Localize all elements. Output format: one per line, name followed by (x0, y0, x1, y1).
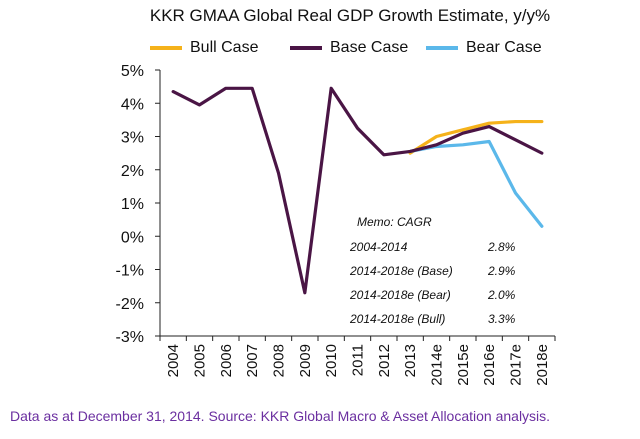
x-tick-label: 2017e (508, 344, 525, 386)
source-note: Data as at December 31, 2014. Source: KK… (10, 408, 551, 424)
memo-value-4: 3.3% (488, 312, 516, 326)
legend-swatch-base (290, 46, 322, 50)
legend-label-bull: Bull Case (190, 39, 259, 56)
memo-title: Memo: CAGR (357, 215, 432, 229)
y-tick-label: 4% (121, 96, 144, 113)
y-tick-label: 5% (121, 63, 144, 80)
series-line-bull-case (408, 119, 544, 155)
x-tick-label: 2018e (534, 344, 551, 386)
legend-label-bear: Bear Case (466, 39, 542, 56)
memo-period-2: 2014-2018e (Base) (350, 264, 453, 278)
x-tick-label: 2013 (402, 344, 419, 377)
y-tick-label: -2% (116, 296, 144, 313)
memo-value-1: 2.8% (488, 240, 516, 254)
series-line-bear-case (408, 139, 544, 228)
x-tick-label: 2006 (218, 344, 235, 377)
memo-period-3: 2014-2018e (Bear) (350, 288, 451, 302)
x-tick-label: 2012 (376, 344, 393, 377)
y-tick-label: 2% (121, 163, 144, 180)
memo-period-4: 2014-2018e (Bull) (350, 312, 446, 326)
x-tick-label: 2004 (165, 344, 182, 377)
memo-value-3: 2.0% (488, 288, 516, 302)
legend-label-base: Base Case (330, 39, 409, 56)
legend-swatch-bull (150, 46, 182, 50)
legend-item-base: Base Case (290, 36, 408, 60)
memo-period-1: 2004-2014 (350, 240, 408, 254)
chart-legend: Bull Case Base Case Bear Case (150, 36, 610, 60)
x-tick-label: 2014e (429, 344, 446, 386)
legend-item-bull: Bull Case (150, 36, 258, 60)
y-tick-label: 1% (121, 196, 144, 213)
y-tick-label: 0% (121, 229, 144, 246)
x-tick-label: 2005 (192, 344, 209, 377)
y-tick-label: -1% (116, 263, 144, 280)
x-tick-label: 2007 (244, 344, 261, 377)
x-tick-label: 2016e (481, 344, 498, 386)
legend-swatch-bear (426, 46, 458, 50)
memo-value-2: 2.9% (488, 264, 516, 278)
x-tick-label: 2009 (297, 344, 314, 377)
x-tick-label: 2011 (350, 344, 367, 376)
legend-item-bear: Bear Case (426, 36, 542, 60)
y-tick-label: 3% (121, 130, 144, 147)
x-tick-label: 2008 (271, 344, 288, 377)
series-line-base-case (171, 86, 544, 295)
chart-title: KKR GMAA Global Real GDP Growth Estimate… (149, 6, 551, 25)
x-tick-label: 2015e (455, 344, 472, 386)
y-tick-label: -3% (116, 329, 144, 346)
x-tick-label: 2010 (323, 344, 340, 377)
